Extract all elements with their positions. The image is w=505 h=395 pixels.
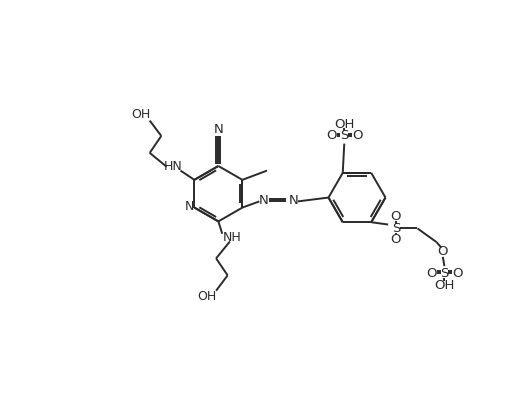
- Text: N: N: [184, 200, 194, 213]
- Text: N: N: [214, 122, 223, 135]
- Text: OH: OH: [197, 290, 217, 303]
- Text: N: N: [288, 194, 298, 207]
- Text: O: O: [438, 245, 448, 258]
- Text: S: S: [340, 130, 348, 143]
- Text: O: O: [391, 210, 401, 223]
- Text: OH: OH: [434, 279, 454, 292]
- Text: O: O: [391, 233, 401, 246]
- Text: N: N: [259, 194, 269, 207]
- Text: O: O: [452, 267, 463, 280]
- Text: OH: OH: [334, 118, 355, 131]
- Text: S: S: [440, 267, 448, 280]
- Text: OH: OH: [131, 108, 150, 121]
- Text: S: S: [392, 222, 400, 235]
- Text: O: O: [326, 130, 336, 143]
- Text: O: O: [426, 267, 436, 280]
- Text: HN: HN: [164, 160, 182, 173]
- Text: O: O: [352, 130, 363, 143]
- Text: NH: NH: [223, 231, 241, 244]
